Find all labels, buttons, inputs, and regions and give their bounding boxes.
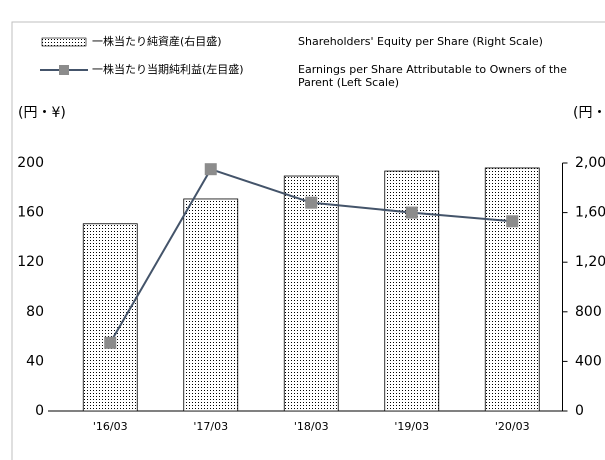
- y2-axis-label: (円・¥): [573, 105, 605, 121]
- x-tick-label: '18/03: [294, 420, 329, 433]
- y2-tick-label: 2,000: [575, 155, 605, 171]
- marker: [405, 206, 418, 219]
- y2-tick-label: 400: [575, 353, 602, 369]
- frame: [11, 21, 605, 460]
- legend-label: 一株当たり当期純利益(左目盛): [92, 63, 244, 76]
- marker: [104, 336, 117, 349]
- y-tick-label: 0: [35, 403, 44, 419]
- x-tick-label: '17/03: [193, 420, 228, 433]
- legend-label-en: Earnings per Share Attributable to Owner…: [298, 63, 567, 89]
- marker: [506, 215, 519, 228]
- legend-label: 一株当たり純資産(右目盛): [92, 35, 222, 48]
- x-tick-label: '16/03: [93, 420, 128, 433]
- y2-tick-label: 800: [575, 304, 602, 320]
- y2-tick-label: 1,200: [575, 254, 605, 270]
- bar: [484, 167, 540, 412]
- y-tick-label: 160: [17, 205, 44, 221]
- x-tick-label: '19/03: [394, 420, 429, 433]
- y-tick-label: 40: [26, 353, 44, 369]
- y2-tick-label: 0: [575, 403, 584, 419]
- y-tick-label: 200: [17, 155, 44, 171]
- legend-label-en: Shareholders' Equity per Share (Right Sc…: [298, 35, 543, 48]
- y-axis-label: (円・¥): [18, 105, 66, 121]
- legend-swatch: [59, 65, 69, 75]
- x-tick-label: '20/03: [495, 420, 530, 433]
- marker: [204, 163, 217, 176]
- bar: [82, 223, 138, 412]
- y-tick-label: 120: [17, 254, 44, 270]
- bar: [283, 175, 339, 412]
- y2-tick-label: 1,600: [575, 205, 605, 221]
- y-tick-label: 80: [26, 304, 44, 320]
- marker: [305, 196, 318, 209]
- legend-swatch: [41, 37, 87, 47]
- bar: [183, 198, 239, 412]
